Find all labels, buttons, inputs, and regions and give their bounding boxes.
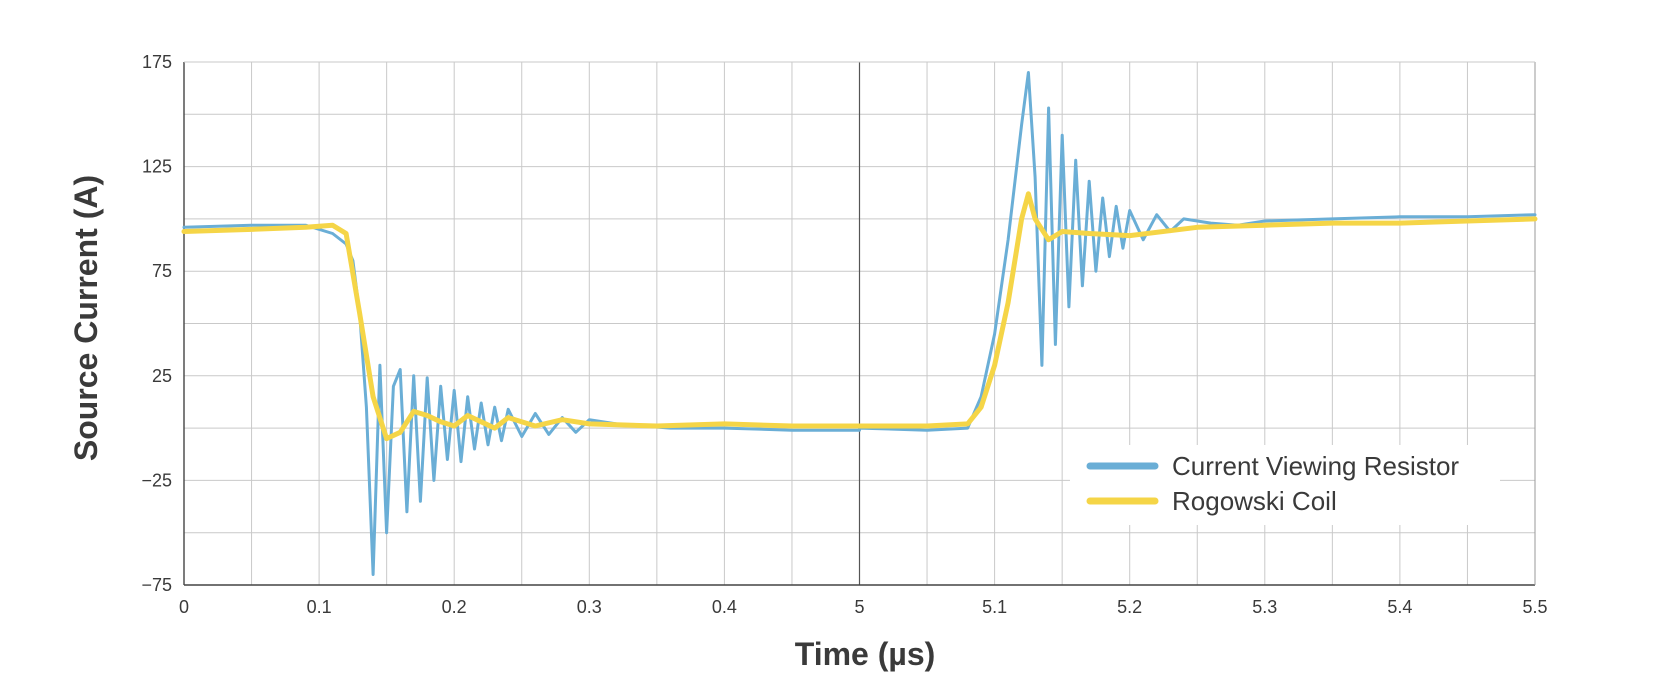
x-tick-label: 0.4 xyxy=(712,597,737,617)
legend-label-rogowski-coil: Rogowski Coil xyxy=(1172,486,1337,516)
tick-labels: 175 125 75 25 −25 −75 0 0.1 0.2 0.3 0.4 5 5.1 5.2 5.3 5… xyxy=(141,52,1547,617)
y-axis-title: Source Current (A) xyxy=(68,175,104,461)
legend-box xyxy=(1070,445,1500,525)
x-tick-label: 0.3 xyxy=(577,597,602,617)
y-tick-label: −75 xyxy=(141,575,172,595)
y-tick-label: 75 xyxy=(152,261,172,281)
y-tick-label: −25 xyxy=(141,470,172,490)
y-tick-label: 125 xyxy=(142,157,172,177)
x-tick-label: 5.2 xyxy=(1117,597,1142,617)
x-tick-label: 0 xyxy=(179,597,189,617)
x-tick-label: 5.4 xyxy=(1387,597,1412,617)
x-tick-label: 0.2 xyxy=(442,597,467,617)
series-layer xyxy=(181,71,1538,576)
legend-label-current-viewing-resistor: Current Viewing Resistor xyxy=(1172,451,1459,481)
x-tick-label: 0.1 xyxy=(307,597,332,617)
x-axis-title: Time (µs) xyxy=(795,636,936,672)
y-tick-label: 25 xyxy=(152,366,172,386)
y-tick-label: 175 xyxy=(142,52,172,72)
axes xyxy=(183,61,1536,586)
legend: Current Viewing Resistor Rogowski Coil xyxy=(1070,445,1500,525)
series-line-rogowski-coil xyxy=(181,191,1538,442)
x-tick-label: 5.5 xyxy=(1522,597,1547,617)
x-tick-label: 5.1 xyxy=(982,597,1007,617)
x-tick-label: 5.3 xyxy=(1252,597,1277,617)
x-tick-label: 5 xyxy=(854,597,864,617)
